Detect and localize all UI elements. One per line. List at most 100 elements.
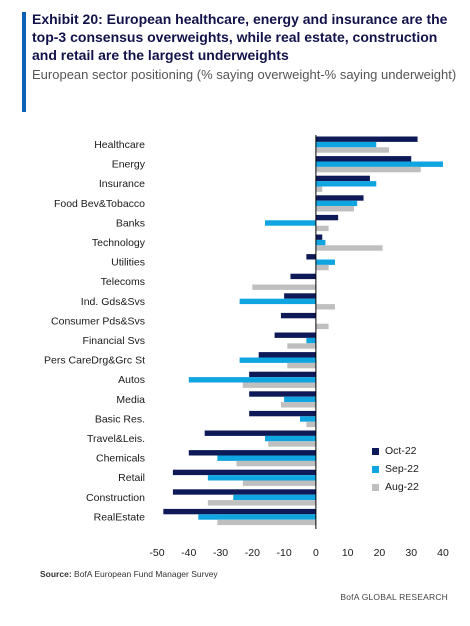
bar-aug-10 [287, 343, 316, 349]
bar-oct-17 [172, 469, 316, 476]
bar-sep-12 [188, 377, 316, 383]
x-tick-label: 40 [437, 547, 449, 559]
bar-chart: Healthcare Energy Insurance Food Bev&Tobacc… [44, 135, 449, 559]
category-label: Energy [112, 159, 146, 171]
x-tick-label: -40 [181, 547, 196, 559]
x-tick-label: -20 [245, 547, 260, 559]
brand-label: BofA GLOBAL RESEARCH [340, 592, 448, 602]
category-label: Financial Svs [83, 335, 145, 347]
bar-sep-18 [233, 494, 316, 501]
source-text: BofA European Fund Manager Survey [74, 569, 218, 579]
bar-aug-0 [315, 147, 389, 153]
bar-oct-7 [290, 273, 316, 280]
bar-aug-4 [315, 225, 329, 232]
legend-label-oct: Oct-22 [385, 445, 417, 457]
bar-aug-19 [217, 519, 316, 526]
bar-oct-5 [315, 234, 323, 240]
bar-sep-2 [315, 181, 377, 187]
source-note: Source: BofA European Fund Manager Surve… [40, 569, 218, 579]
chart-subtitle: European sector positioning (% saying ov… [32, 67, 457, 82]
bar-sep-14 [300, 416, 316, 422]
source-label: Source: [40, 569, 72, 579]
bar-sep-3 [315, 200, 358, 207]
bar-oct-0 [315, 136, 418, 142]
bars-group [163, 136, 443, 526]
bar-oct-4 [315, 214, 339, 221]
bar-oct-12 [249, 371, 316, 378]
bar-aug-13 [280, 402, 316, 408]
bar-oct-10 [274, 332, 316, 338]
category-label: Healthcare [94, 139, 145, 151]
legend-item-oct: Oct-22 [372, 442, 419, 460]
category-label: Basic Res. [95, 413, 145, 425]
bar-sep-6 [315, 259, 335, 265]
bar-oct-9 [280, 312, 316, 319]
bar-sep-4 [265, 220, 316, 226]
bar-aug-14 [306, 421, 316, 428]
bar-aug-5 [315, 245, 383, 251]
x-tick-label: 30 [405, 547, 417, 559]
bar-oct-14 [249, 410, 316, 417]
category-label: Ind. Gds&Svs [81, 296, 145, 308]
category-label: Utilities [111, 257, 145, 269]
category-label: Autos [118, 374, 145, 386]
bar-aug-11 [287, 362, 316, 369]
bar-sep-16 [217, 455, 316, 461]
category-label: Chemicals [96, 453, 145, 465]
category-label: Technology [92, 237, 146, 249]
bar-sep-15 [265, 435, 316, 442]
category-label: Retail [118, 472, 145, 484]
legend-label-aug: Aug-22 [385, 481, 419, 493]
legend-swatch-aug [372, 483, 379, 491]
category-label: Pers CareDrg&Grc St [44, 355, 145, 367]
legend: Oct-22 Sep-22 Aug-22 [372, 442, 419, 496]
x-tick-label: 20 [374, 547, 386, 559]
category-label: Food Bev&Tobacco [54, 198, 145, 210]
x-tick-label: -50 [149, 547, 164, 559]
legend-swatch-oct [372, 447, 379, 455]
bar-aug-18 [207, 500, 316, 506]
x-tick-label: 0 [313, 547, 319, 559]
bar-oct-16 [188, 450, 316, 456]
bar-oct-2 [315, 175, 370, 182]
bar-oct-11 [258, 352, 316, 358]
x-tick-label: 10 [342, 547, 354, 559]
bar-aug-17 [242, 480, 316, 486]
tick-labels: -50 -40 -30 -20 -10 0 10 20 30 40 [149, 547, 449, 559]
legend-item-sep: Sep-22 [372, 460, 419, 478]
bar-oct-15 [204, 430, 316, 436]
bar-sep-0 [315, 141, 377, 148]
category-label: Banks [116, 217, 145, 229]
bar-oct-13 [249, 391, 316, 397]
bar-aug-9 [315, 323, 329, 330]
x-tick-label: -30 [213, 547, 228, 559]
bar-oct-18 [172, 489, 316, 495]
chart-header: Exhibit 20: European healthcare, energy … [22, 10, 458, 112]
category-label: Telecoms [101, 276, 145, 288]
bar-aug-8 [315, 304, 335, 310]
bar-sep-13 [284, 396, 316, 403]
bar-aug-12 [242, 382, 316, 388]
legend-item-aug: Aug-22 [372, 478, 419, 496]
bar-oct-3 [315, 195, 364, 201]
legend-swatch-sep [372, 465, 379, 473]
bar-oct-19 [163, 508, 316, 515]
chart-title: Exhibit 20: European healthcare, energy … [32, 11, 448, 63]
bar-sep-11 [239, 357, 316, 363]
bar-sep-10 [306, 337, 316, 344]
bar-aug-1 [315, 166, 421, 173]
x-tick-label: -10 [277, 547, 292, 559]
bar-oct-6 [306, 254, 316, 260]
bar-oct-1 [315, 156, 412, 162]
bar-aug-15 [268, 441, 316, 447]
bar-sep-1 [315, 161, 443, 167]
bar-oct-8 [284, 293, 316, 299]
bar-sep-8 [239, 298, 316, 305]
category-label: Insurance [99, 178, 145, 190]
bar-aug-6 [315, 264, 329, 271]
bar-sep-5 [315, 239, 326, 246]
bar-sep-19 [198, 514, 316, 520]
bar-sep-17 [207, 475, 316, 481]
legend-label-sep: Sep-22 [385, 463, 419, 475]
category-label: RealEstate [94, 511, 146, 523]
